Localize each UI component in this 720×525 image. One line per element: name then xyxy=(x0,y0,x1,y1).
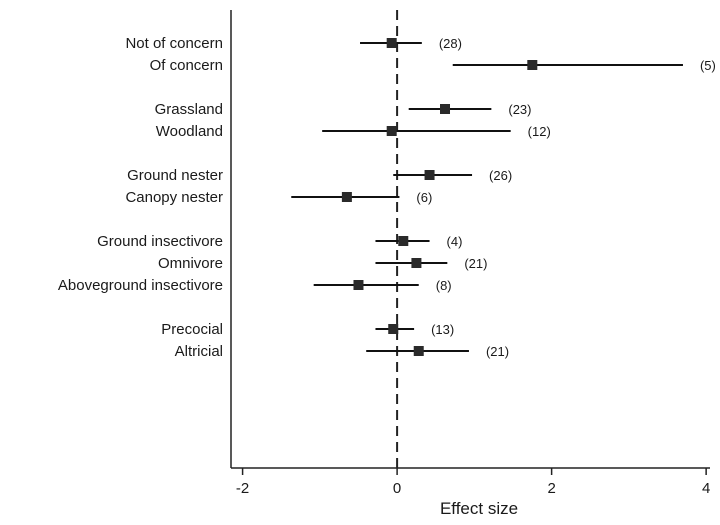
sample-size-label: (28) xyxy=(439,36,462,51)
forest-row: Omnivore (21) xyxy=(158,255,487,272)
forest-row: Grassland (23) xyxy=(155,101,532,118)
forest-row: Precocial (13) xyxy=(161,321,454,338)
point-estimate-marker xyxy=(386,38,397,48)
forest-row: Of concern (5) xyxy=(150,57,716,74)
sample-size-label: (8) xyxy=(436,278,452,293)
point-estimate-marker xyxy=(353,280,364,290)
row-label: Woodland xyxy=(156,123,223,140)
row-label: Ground insectivore xyxy=(97,233,223,250)
row-label: Grassland xyxy=(155,101,223,118)
row-label: Canopy nester xyxy=(125,189,223,206)
row-label: Not of concern xyxy=(125,35,223,52)
point-estimate-marker xyxy=(398,236,409,246)
forest-row: Ground insectivore (4) xyxy=(97,233,462,250)
x-tick-label: 2 xyxy=(547,480,555,497)
x-axis-ticks: -2 0 2 4 xyxy=(236,468,710,497)
sample-size-label: (21) xyxy=(486,344,509,359)
row-label: Of concern xyxy=(150,57,223,74)
row-label: Ground nester xyxy=(127,167,223,184)
forest-row: Canopy nester (6) xyxy=(125,189,432,206)
point-estimate-marker xyxy=(386,126,397,136)
sample-size-label: (5) xyxy=(700,58,716,73)
x-tick-label: -2 xyxy=(236,480,249,497)
sample-size-label: (6) xyxy=(416,190,432,205)
row-label: Precocial xyxy=(161,321,223,338)
x-axis-title: Effect size xyxy=(440,499,518,518)
sample-size-label: (21) xyxy=(464,256,487,271)
forest-row: Not of concern (28) xyxy=(125,35,462,52)
sample-size-label: (23) xyxy=(508,102,531,117)
forest-row: Woodland (12) xyxy=(156,123,551,140)
sample-size-label: (4) xyxy=(447,234,463,249)
row-label: Omnivore xyxy=(158,255,223,272)
point-estimate-marker xyxy=(440,104,451,114)
sample-size-label: (13) xyxy=(431,322,454,337)
x-tick-label: 4 xyxy=(702,480,710,497)
sample-size-label: (26) xyxy=(489,168,512,183)
point-estimate-marker xyxy=(411,258,422,268)
point-estimate-marker xyxy=(341,192,352,202)
point-estimate-marker xyxy=(413,346,424,356)
forest-rows: Not of concern (28) Of concern (5) Grassland… xyxy=(58,35,716,360)
forest-row: Altricial (21) xyxy=(175,343,509,360)
x-tick-label: 0 xyxy=(393,480,401,497)
row-label: Aboveground insectivore xyxy=(58,277,223,294)
plot-axes xyxy=(230,10,710,469)
row-label: Altricial xyxy=(175,343,223,360)
point-estimate-marker xyxy=(424,170,435,180)
point-estimate-marker xyxy=(527,60,538,70)
forest-row: Ground nester (26) xyxy=(127,167,512,184)
sample-size-label: (12) xyxy=(528,124,551,139)
point-estimate-marker xyxy=(388,324,399,334)
forest-row: Aboveground insectivore (8) xyxy=(58,277,452,294)
